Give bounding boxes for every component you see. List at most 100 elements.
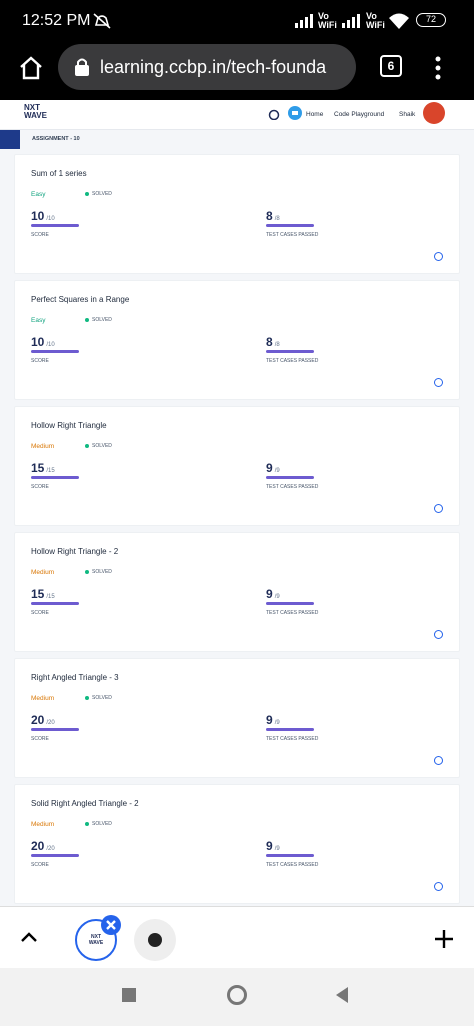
open-button[interactable] xyxy=(434,756,443,765)
tests-value: 8 xyxy=(266,209,273,223)
tests: 9/9 xyxy=(266,837,280,855)
logo-text: NXT xyxy=(24,103,40,112)
tests-total: /9 xyxy=(274,846,280,852)
tests: 9/9 xyxy=(266,459,280,477)
url-bar[interactable]: learning.ccbp.in/tech-founda xyxy=(58,44,356,90)
score-label: SCORE xyxy=(31,736,49,742)
tab-bar: NXT WAVE xyxy=(0,906,474,968)
tests-total: /9 xyxy=(274,594,280,600)
status-dot xyxy=(85,570,89,574)
recents-button[interactable] xyxy=(122,988,136,1002)
assignment-card[interactable]: Right Angled Triangle - 3 Medium SOLVED 20/… xyxy=(14,658,460,778)
tests-value: 9 xyxy=(266,839,273,853)
open-button[interactable] xyxy=(434,252,443,261)
score-bar xyxy=(31,728,79,731)
tests-bar xyxy=(266,854,314,857)
logo-text: WAVE xyxy=(24,111,47,120)
open-button[interactable] xyxy=(434,630,443,639)
open-button[interactable] xyxy=(434,378,443,387)
card-title: Hollow Right Triangle xyxy=(31,421,107,430)
assignment-card[interactable]: Hollow Right Triangle - 2 Medium SOLVED 15/… xyxy=(14,532,460,652)
tests-value: 9 xyxy=(266,713,273,727)
status: SOLVED xyxy=(92,443,112,449)
score-value: 15 xyxy=(31,587,45,601)
tests-value: 8 xyxy=(266,335,273,349)
tests-label: TEST CASES PASSED xyxy=(266,610,319,616)
nav-link[interactable]: Home xyxy=(306,111,324,118)
score-value: 15 xyxy=(31,461,45,475)
mute-icon xyxy=(93,13,111,29)
card-title: Solid Right Angled Triangle - 2 xyxy=(31,799,139,808)
score-bar xyxy=(31,854,79,857)
lock-icon xyxy=(75,58,89,76)
status: SOLVED xyxy=(92,191,112,197)
tab-count[interactable]: 6 xyxy=(380,55,402,77)
score-label: SCORE xyxy=(31,484,49,490)
tab-thumbnail[interactable]: NXT WAVE xyxy=(75,919,117,961)
score: 10/10 xyxy=(31,207,55,225)
card-title: Right Angled Triangle - 3 xyxy=(31,673,119,682)
card-title: Sum of 1 series xyxy=(31,169,87,178)
wifi-icon xyxy=(389,13,409,29)
score: 20/20 xyxy=(31,837,55,855)
score-bar xyxy=(31,350,79,353)
assignment-card[interactable]: Perfect Squares in a Range Easy SOLVED 10/1… xyxy=(14,280,460,400)
status-dot xyxy=(85,192,89,196)
new-tab[interactable] xyxy=(434,929,454,949)
tests-bar xyxy=(266,476,314,479)
assignment-card[interactable]: Sum of 1 series Easy SOLVED 10/10 SCORE 8/8 TE… xyxy=(14,154,460,274)
score-total: /10 xyxy=(46,342,55,348)
difficulty: Medium xyxy=(31,443,55,450)
sidebar-toggle[interactable] xyxy=(0,130,20,149)
tests: 8/8 xyxy=(266,333,280,351)
home-nav-button[interactable] xyxy=(227,985,247,1005)
status: SOLVED xyxy=(92,821,112,827)
tab-thumbnail[interactable] xyxy=(134,919,176,961)
expand-button[interactable] xyxy=(20,931,38,943)
signal-icon xyxy=(342,14,360,28)
nav-bar xyxy=(0,968,474,1026)
score-total: /15 xyxy=(46,468,55,474)
score-total: /20 xyxy=(46,846,55,852)
score-label: SCORE xyxy=(31,232,49,238)
status-dot xyxy=(85,318,89,322)
score-value: 10 xyxy=(31,335,45,349)
chat-icon[interactable] xyxy=(288,106,302,120)
status: SOLVED xyxy=(92,695,112,701)
nav-link[interactable]: Code Playground xyxy=(334,111,385,118)
tests-total: /8 xyxy=(274,216,280,222)
back-button[interactable] xyxy=(334,986,350,1004)
tests-label: TEST CASES PASSED xyxy=(266,862,319,868)
home-button[interactable] xyxy=(18,56,44,80)
difficulty: Medium xyxy=(31,569,55,576)
logo[interactable]: NXT WAVE xyxy=(24,104,47,120)
tests-total: /9 xyxy=(274,720,280,726)
difficulty: Medium xyxy=(31,695,55,702)
menu-button[interactable] xyxy=(434,56,442,80)
signal-icon xyxy=(295,14,313,28)
network-label: Vo WiFi xyxy=(366,11,385,30)
open-button[interactable] xyxy=(434,504,443,513)
assignment-card[interactable]: Hollow Right Triangle Medium SOLVED 15/15 SC… xyxy=(14,406,460,526)
nav-link[interactable]: Shaik xyxy=(399,111,416,118)
avatar[interactable] xyxy=(423,102,445,124)
score: 10/10 xyxy=(31,333,55,351)
globe-icon xyxy=(148,933,162,947)
tests: 9/9 xyxy=(266,585,280,603)
score-value: 20 xyxy=(31,713,45,727)
score: 20/20 xyxy=(31,711,55,729)
status-bar: 12:52 PM Vo WiFi Vo WiFi 72 xyxy=(0,0,474,42)
tests-label: TEST CASES PASSED xyxy=(266,232,319,238)
close-tab[interactable] xyxy=(101,915,121,935)
assignment-card[interactable]: Solid Right Angled Triangle - 2 Medium SOL… xyxy=(14,784,460,904)
status: SOLVED xyxy=(92,569,112,575)
open-button[interactable] xyxy=(434,882,443,891)
score-total: /20 xyxy=(46,720,55,726)
tests-bar xyxy=(266,350,314,353)
tests-value: 9 xyxy=(266,587,273,601)
tests-label: TEST CASES PASSED xyxy=(266,484,319,490)
score-bar xyxy=(31,476,79,479)
timer-icon[interactable] xyxy=(268,108,280,120)
tests-bar xyxy=(266,602,314,605)
